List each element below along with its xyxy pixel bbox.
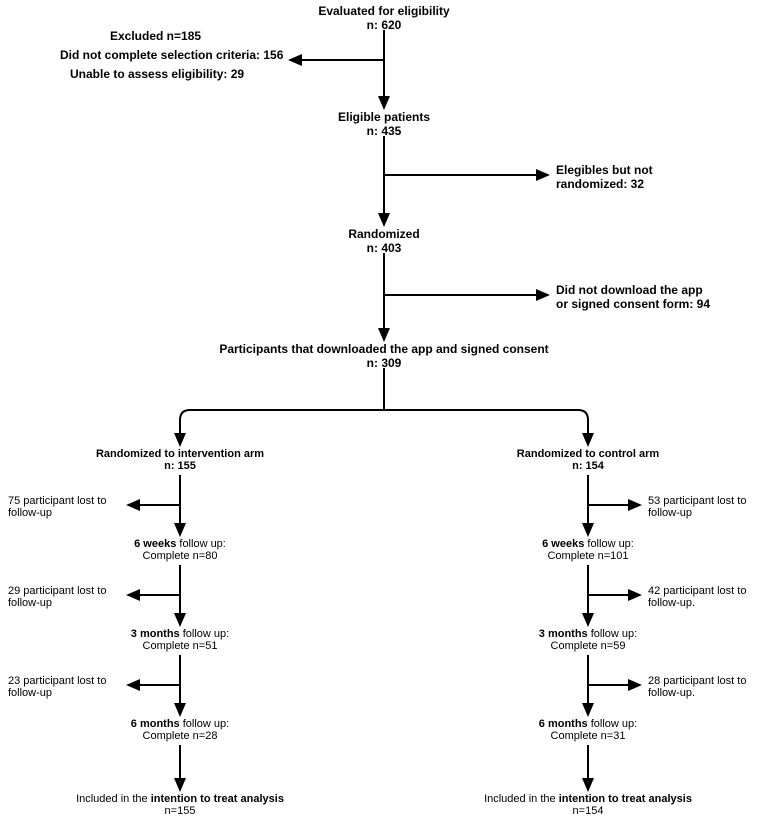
txt: Randomized to control arm <box>468 448 708 460</box>
txt: follow-up <box>8 597 106 609</box>
txt: Participants that downloaded the app and… <box>134 342 634 356</box>
note-ctl-lost-6w: 53 participant lost to follow-up <box>648 495 746 519</box>
node-int-itt: Included in the intention to treat analy… <box>40 793 320 817</box>
txt: n: 155 <box>60 460 300 472</box>
txt: Complete n=59 <box>468 640 708 652</box>
note-int-lost-3m: 29 participant lost to follow-up <box>8 585 106 609</box>
txt: 23 participant lost to <box>8 675 106 687</box>
txt: Unable to assess eligibility: 29 <box>60 65 290 84</box>
txt: 6 months follow up: <box>468 718 708 730</box>
node-int-3m: 3 months follow up: Complete n=51 <box>60 628 300 652</box>
txt: 42 participant lost to <box>648 585 746 597</box>
note-ctl-lost-3m: 42 participant lost to follow-up. <box>648 585 746 609</box>
txt: n: 309 <box>134 356 634 370</box>
txt: Elegibles but not <box>556 163 653 177</box>
note-excluded: Excluded n=185 Did not complete selectio… <box>60 27 290 85</box>
txt: 28 participant lost to <box>648 675 746 687</box>
txt: Complete n=28 <box>60 730 300 742</box>
txt: or signed consent form: 94 <box>556 297 710 311</box>
node-ctl-itt: Included in the intention to treat analy… <box>448 793 728 817</box>
note-no-download: Did not download the app or signed conse… <box>556 283 710 311</box>
node-ctl-arm: Randomized to control arm n: 154 <box>468 448 708 472</box>
txt: randomized: 32 <box>556 177 653 191</box>
txt: Did not complete selection criteria: 156 <box>60 46 290 65</box>
txt: 6 months follow up: <box>60 718 300 730</box>
txt: Complete n=51 <box>60 640 300 652</box>
node-int-6m: 6 months follow up: Complete n=28 <box>60 718 300 742</box>
note-ctl-lost-6m: 28 participant lost to follow-up. <box>648 675 746 699</box>
note-int-lost-6w: 75 participant lost to follow-up <box>8 495 106 519</box>
txt: n: 403 <box>234 241 534 255</box>
txt: 6 weeks follow up: <box>468 538 708 550</box>
node-ctl-6w: 6 weeks follow up: Complete n=101 <box>468 538 708 562</box>
txt: Included in the intention to treat analy… <box>40 793 320 805</box>
node-randomized: Randomized n: 403 <box>234 227 534 255</box>
node-int-6w: 6 weeks follow up: Complete n=80 <box>60 538 300 562</box>
txt: 75 participant lost to <box>8 495 106 507</box>
txt: 6 weeks follow up: <box>60 538 300 550</box>
txt: Randomized to intervention arm <box>60 448 300 460</box>
txt: 3 months follow up: <box>60 628 300 640</box>
node-downloaded: Participants that downloaded the app and… <box>134 342 634 370</box>
node-eligible: Eligible patients n: 435 <box>234 110 534 138</box>
txt: follow-up <box>648 507 746 519</box>
note-not-randomized: Elegibles but not randomized: 32 <box>556 163 653 191</box>
txt: n=154 <box>448 805 728 817</box>
txt: n: 154 <box>468 460 708 472</box>
txt: Excluded n=185 <box>60 27 290 46</box>
txt: n: 435 <box>234 124 534 138</box>
txt: follow-up. <box>648 687 746 699</box>
txt: Eligible patients <box>234 110 534 124</box>
txt: follow-up <box>8 507 106 519</box>
txt: follow-up <box>8 687 106 699</box>
txt: follow-up. <box>648 597 746 609</box>
txt: n=155 <box>40 805 320 817</box>
txt: Included in the intention to treat analy… <box>448 793 728 805</box>
txt: 53 participant lost to <box>648 495 746 507</box>
txt: 3 months follow up: <box>468 628 708 640</box>
txt: Did not download the app <box>556 283 710 297</box>
txt: Complete n=31 <box>468 730 708 742</box>
node-int-arm: Randomized to intervention arm n: 155 <box>60 448 300 472</box>
txt: 29 participant lost to <box>8 585 106 597</box>
txt: Randomized <box>234 227 534 241</box>
txt: Evaluated for eligibility <box>234 4 534 18</box>
note-int-lost-6m: 23 participant lost to follow-up <box>8 675 106 699</box>
flowchart-stage: Evaluated for eligibility n: 620 Eligibl… <box>0 0 768 830</box>
node-ctl-3m: 3 months follow up: Complete n=59 <box>468 628 708 652</box>
txt: Complete n=101 <box>468 550 708 562</box>
node-ctl-6m: 6 months follow up: Complete n=31 <box>468 718 708 742</box>
txt: Complete n=80 <box>60 550 300 562</box>
